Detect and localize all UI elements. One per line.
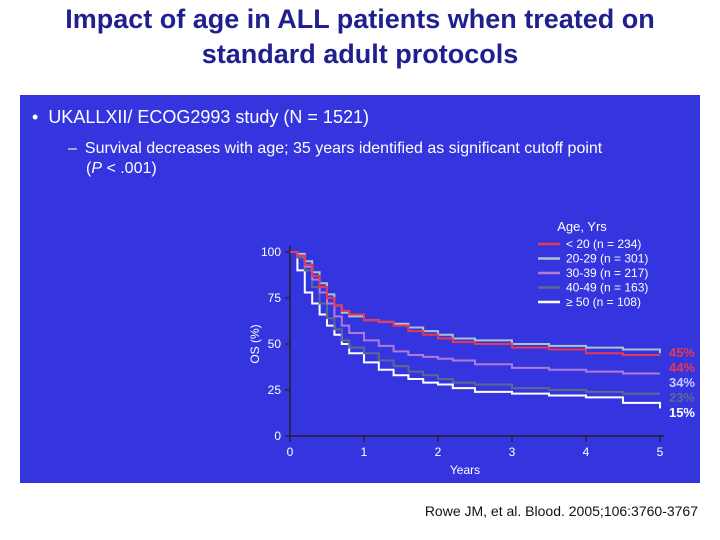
p-value-italic: P (91, 160, 102, 177)
sub-bullet-dash: – (68, 140, 77, 157)
x-axis-label: Years (450, 463, 480, 477)
citation: Rowe JM, et al. Blood. 2005;106:3760-376… (424, 503, 698, 519)
legend-label: 40-49 (n = 163) (566, 281, 648, 295)
series-end-label: 15% (669, 405, 695, 420)
legend-label: ≥ 50 (n = 108) (566, 295, 641, 309)
legend-label: < 20 (n = 234) (566, 237, 641, 251)
series-end-label: 44% (669, 360, 695, 375)
legend-label: 20-29 (n = 301) (566, 252, 648, 266)
x-tick-label: 1 (361, 445, 368, 459)
p-value-open: ( (86, 160, 92, 177)
slide-title-line-1: Impact of age in ALL patients when treat… (65, 4, 655, 34)
legend-label: 30-39 (n = 217) (566, 266, 648, 280)
x-tick-label: 0 (287, 445, 294, 459)
series-line (290, 251, 660, 357)
p-value-rest: < .001) (102, 160, 157, 177)
x-tick-label: 5 (657, 445, 664, 459)
y-tick-label: 100 (261, 245, 281, 259)
sub-bullet-survival: – Survival decreases with age; 35 years i… (68, 139, 693, 179)
series-end-label: 45% (669, 345, 695, 360)
sub-bullet-line-1: Survival decreases with age; 35 years id… (84, 140, 603, 157)
y-axis-label: OS (%) (248, 324, 262, 363)
content-panel: • UKALLXII/ ECOG2993 study (N = 1521) – Su… (20, 95, 700, 483)
x-tick-label: 4 (583, 445, 590, 459)
x-tick-label: 2 (435, 445, 442, 459)
series-end-label: 23% (669, 390, 695, 405)
y-tick-label: 0 (274, 429, 281, 443)
series-line (290, 251, 660, 375)
y-tick-label: 25 (268, 383, 282, 397)
slide-title-line-2: standard adult protocols (201, 39, 519, 69)
legend-title: Age, Yrs (557, 219, 607, 234)
x-tick-label: 3 (509, 445, 516, 459)
bullet-study: • UKALLXII/ ECOG2993 study (N = 1521) (32, 107, 369, 128)
y-tick-label: 75 (268, 291, 282, 305)
series-end-label: 34% (669, 375, 695, 390)
y-tick-label: 50 (268, 337, 282, 351)
bullet-study-text: UKALLXII/ ECOG2993 study (N = 1521) (48, 107, 369, 127)
series-line (290, 251, 660, 395)
survival-chart: 0 25 50 75 100 0 1 2 3 4 5 Years OS (%) 45%44%34%23%1… (248, 219, 695, 477)
slide-title: Impact of age in ALL patients when treat… (0, 2, 720, 72)
bullet-dot: • (32, 107, 39, 127)
sub-bullet-line-2: (P < .001) (68, 159, 693, 179)
